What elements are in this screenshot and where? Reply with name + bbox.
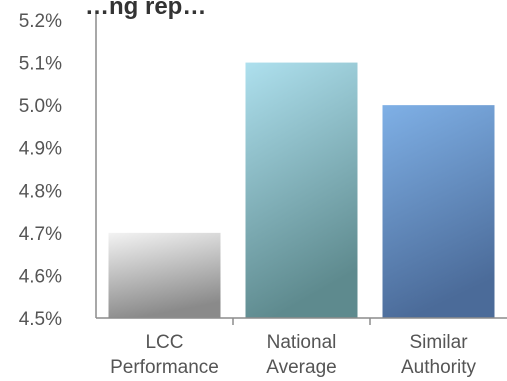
x-category-label: Performance	[110, 357, 219, 378]
y-axis: 5.2% 5.1% 5.0% 4.9% 4.8% 4.7% 4.6% 4.5%	[19, 11, 97, 330]
x-category-label: Authority	[401, 357, 476, 378]
x-axis: LCC Performance National Average Similar Auth…	[96, 317, 507, 378]
y-tick-label: 5.0%	[19, 96, 62, 117]
bar-3	[382, 105, 495, 319]
y-tick-label: 5.1%	[19, 54, 62, 75]
x-category-label: Average	[266, 357, 336, 378]
y-tick-label: 5.2%	[19, 11, 62, 32]
y-tick-label: 4.5%	[19, 309, 62, 330]
x-category-label: National	[267, 332, 337, 353]
chart-title-fragment: …ng rep…	[85, 0, 206, 20]
y-tick-label: 4.7%	[19, 224, 62, 245]
x-category-label: Similar	[409, 332, 468, 353]
bar-1	[108, 232, 221, 318]
y-tick-label: 4.9%	[19, 139, 62, 160]
bars-group	[108, 62, 495, 319]
y-tick-label: 4.6%	[19, 266, 62, 287]
y-tick-label: 4.8%	[19, 181, 62, 202]
x-category-label: LCC	[145, 332, 183, 353]
bar-2	[245, 62, 358, 319]
